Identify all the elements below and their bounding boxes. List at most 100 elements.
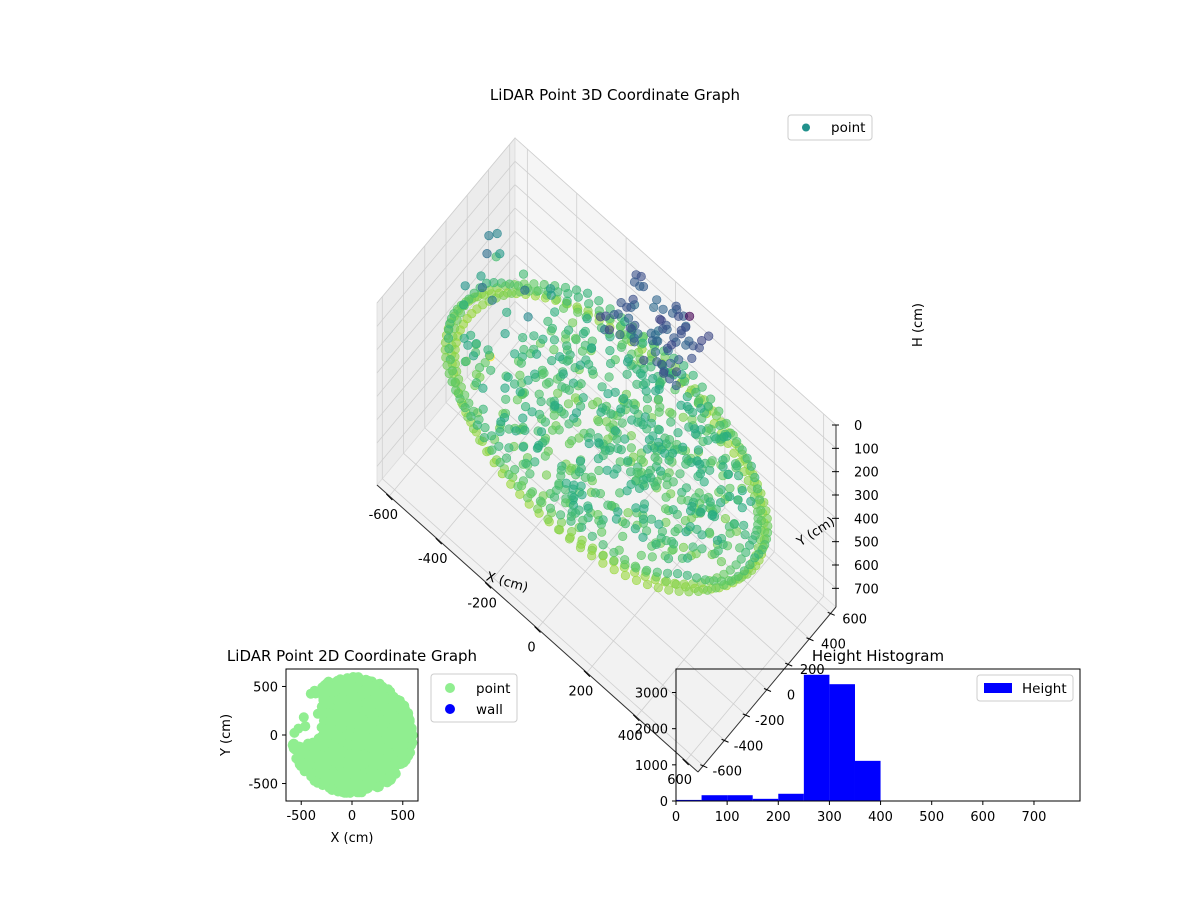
chart-3d-point — [549, 410, 559, 420]
chart-3d-point — [716, 498, 726, 508]
chart-2d-point — [322, 698, 333, 709]
chart-3d-point — [700, 575, 711, 585]
chart-3d-x-tick — [583, 670, 591, 678]
histogram-legend-box — [976, 674, 1074, 702]
chart-2d-y-axis-label: Y (cm) — [219, 714, 234, 757]
chart-3d-point — [685, 506, 696, 516]
chart-2d-point — [359, 782, 370, 793]
histogram-bar — [727, 795, 753, 801]
chart-2d-point — [293, 723, 304, 734]
height-histogram: Height Histogram 0 100 200 300 400 500 600 7000… — [635, 647, 1081, 825]
chart-3d-point — [532, 443, 543, 453]
chart-3d-gridline-z — [376, 161, 516, 327]
chart-3d-point — [563, 325, 574, 335]
chart-3d-point — [496, 417, 506, 427]
chart-2d-title: LiDAR Point 2D Coordinate Graph — [227, 647, 477, 665]
chart-3d-point — [605, 346, 615, 356]
chart-3d-point — [463, 340, 473, 350]
chart-3d-point — [602, 465, 612, 475]
chart-3d-point — [634, 483, 645, 494]
chart-2d-point — [405, 747, 416, 758]
chart-3d-point — [647, 552, 657, 562]
chart-3d-point — [564, 439, 575, 449]
chart-3d-point — [530, 457, 540, 467]
chart-3d-point — [710, 549, 720, 559]
chart-3d-gridline-y — [403, 452, 725, 741]
chart-3d-point — [623, 456, 633, 466]
chart-3d-point — [510, 349, 520, 359]
chart-3d-point — [478, 404, 488, 414]
chart-3d-point — [712, 535, 723, 545]
chart-3d-point — [597, 382, 607, 392]
chart-3d-point — [693, 445, 704, 455]
chart-3d-point — [733, 495, 743, 505]
chart-2d-point — [342, 729, 352, 740]
chart-3d-gridline-z — [514, 137, 837, 426]
chart-3d-point — [515, 489, 525, 499]
chart-3d-point — [504, 469, 514, 480]
chart-3d-point — [535, 496, 546, 506]
chart-2d-y-tick-label: 500 — [253, 680, 278, 695]
chart-3d-point — [576, 522, 587, 532]
chart-3d-point — [705, 497, 715, 507]
chart-3d-point — [538, 334, 548, 344]
chart-3d-point — [705, 465, 715, 475]
chart-2d-point — [342, 781, 353, 792]
chart-2d-point — [380, 693, 391, 704]
chart-3d-point — [460, 281, 470, 291]
chart-3d-point — [547, 356, 557, 366]
chart-3d-point — [482, 249, 492, 259]
chart-3d-gridline-z — [514, 207, 837, 496]
chart-3d-point — [550, 400, 560, 410]
chart-3d-gridline-z — [514, 184, 837, 472]
chart-3d-point — [623, 508, 633, 518]
chart-3d-point — [595, 312, 606, 322]
histogram-y-tick-label: 2000 — [635, 723, 668, 738]
chart-3d-point — [444, 344, 454, 354]
chart-3d-point — [594, 438, 604, 448]
chart-3d-point — [739, 566, 749, 576]
chart-3d-point — [575, 401, 586, 411]
histogram-ticks: 0 100 200 300 400 500 600 700 0 1000 2000 3000 — [635, 687, 1046, 825]
histogram-x-tick-label: 300 — [817, 810, 842, 825]
chart-2d-point — [396, 758, 407, 769]
chart-3d-point — [637, 370, 647, 380]
chart-3d-point — [609, 310, 619, 320]
chart-3d-point — [696, 507, 706, 517]
chart-3d-x-tick-label: 400 — [618, 729, 643, 744]
chart-3d-point — [646, 514, 657, 524]
chart-3d-point — [687, 353, 697, 364]
chart-3d-point — [658, 368, 669, 378]
chart-2d-point — [337, 693, 348, 704]
chart-3d-point — [511, 426, 521, 436]
chart-3d-point — [558, 303, 569, 313]
chart-3d-point — [492, 228, 502, 239]
chart-3d-point — [512, 395, 523, 405]
chart-3d-z-tick-label: 700 — [854, 582, 879, 597]
chart-3d-point — [609, 555, 619, 566]
chart-3d-point — [652, 567, 662, 577]
chart-2d-point — [351, 768, 362, 779]
chart-3d-x-tick-label: 200 — [568, 685, 593, 700]
chart-2d-legend-label-wall: wall — [476, 702, 503, 718]
chart-3d-points — [440, 228, 773, 597]
chart-2d-point — [358, 749, 369, 760]
chart-3d-point — [688, 370, 698, 380]
chart-3d-point — [658, 324, 668, 334]
chart-3d-point — [520, 402, 531, 412]
chart-3d-point — [580, 472, 591, 483]
chart-3d-point — [682, 570, 692, 580]
chart-2d-point — [298, 712, 309, 723]
chart-3d-point — [682, 392, 692, 402]
chart-3d-point — [587, 531, 597, 541]
chart-3d-point — [545, 503, 556, 513]
histogram-y-tick-label: 0 — [660, 795, 668, 810]
chart-2d-x-tick-label: -500 — [286, 809, 316, 824]
chart-3d-point — [515, 370, 525, 380]
chart-3d-point — [523, 312, 533, 322]
chart-3d-legend: point — [787, 114, 873, 141]
histogram-legend: Height — [976, 674, 1074, 702]
chart-3d-point — [604, 325, 615, 335]
chart-3d-point — [593, 454, 604, 464]
chart-3d-point — [623, 313, 634, 323]
